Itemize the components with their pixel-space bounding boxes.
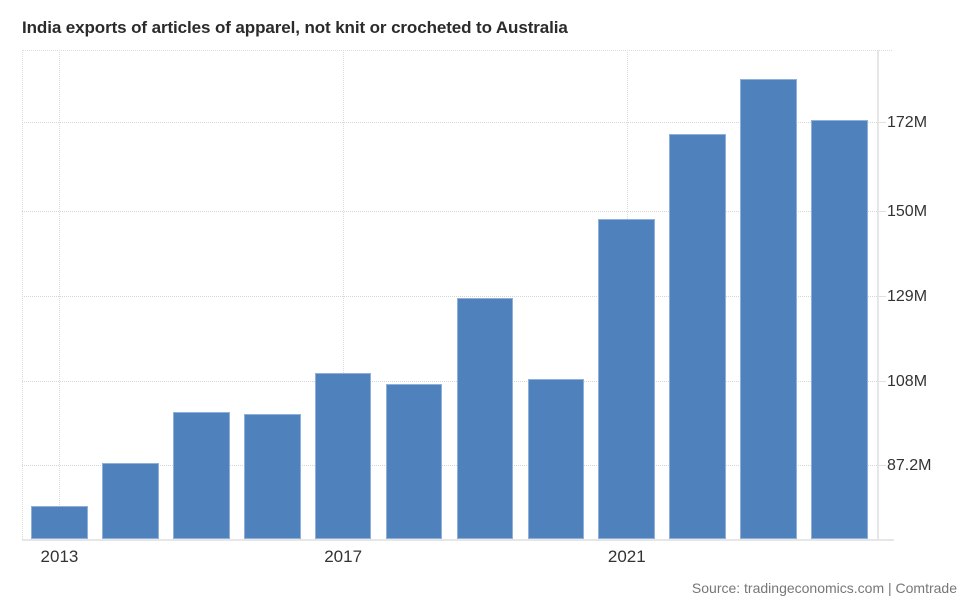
bar-2023[interactable] xyxy=(740,79,797,539)
x-tick-label: 2013 xyxy=(40,547,79,566)
bar-2024[interactable] xyxy=(811,119,868,539)
vertical-gridline xyxy=(59,50,60,539)
y-tick-label: 172M xyxy=(887,114,928,131)
y-tick-label: 108M xyxy=(887,373,928,390)
source-attribution: Source: tradingeconomics.com | Comtrade xyxy=(691,580,957,596)
y-tick-mark xyxy=(878,296,886,297)
horizontal-gridline xyxy=(22,296,877,297)
y-tick-mark xyxy=(878,122,886,123)
y-tick-label: 87.2M xyxy=(887,457,932,474)
horizontal-gridline xyxy=(22,381,877,382)
bar-2013[interactable] xyxy=(31,505,88,539)
bar-2022[interactable] xyxy=(669,134,727,539)
bar-2019[interactable] xyxy=(456,297,514,539)
bar-2014[interactable] xyxy=(102,462,159,539)
y-tick-mark xyxy=(878,211,886,212)
y-axis-line xyxy=(877,50,879,541)
x-tick-label: 2021 xyxy=(607,547,646,566)
bar-2018[interactable] xyxy=(385,384,443,539)
y-tick-label: 150M xyxy=(887,203,928,220)
y-tick-label: 129M xyxy=(887,288,928,305)
horizontal-gridline xyxy=(22,211,877,212)
bar-2017[interactable] xyxy=(314,372,372,539)
bar-2015[interactable] xyxy=(172,412,230,539)
horizontal-gridline xyxy=(22,122,877,123)
x-tick-label: 2017 xyxy=(324,547,363,566)
vertical-gridline xyxy=(343,50,344,539)
bar-2016[interactable] xyxy=(243,414,301,539)
bar-2020[interactable] xyxy=(527,379,585,539)
horizontal-gridline xyxy=(22,465,877,466)
plot-left-border xyxy=(22,50,23,539)
chart-title: India exports of articles of apparel, no… xyxy=(22,18,568,37)
y-tick-mark xyxy=(878,465,886,466)
bar-2021[interactable] xyxy=(598,218,656,539)
plot-top-border xyxy=(22,50,892,51)
x-axis-line xyxy=(22,539,894,541)
y-tick-mark xyxy=(878,381,886,382)
